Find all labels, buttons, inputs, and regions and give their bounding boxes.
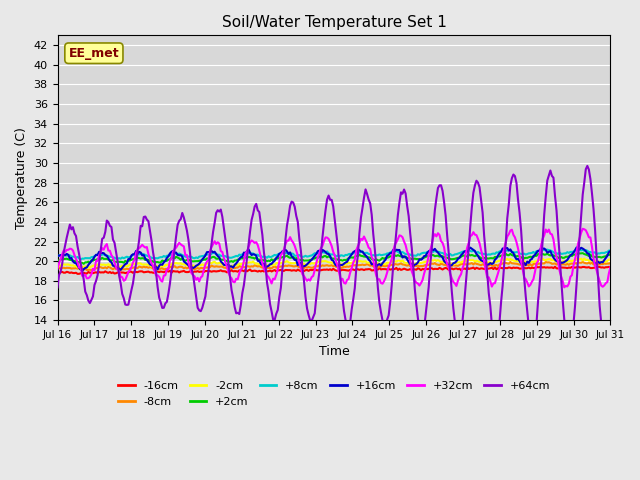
Y-axis label: Temperature (C): Temperature (C) [15, 127, 28, 228]
Legend: -16cm, -8cm, -2cm, +2cm, +8cm, +16cm, +32cm, +64cm: -16cm, -8cm, -2cm, +2cm, +8cm, +16cm, +3… [113, 377, 554, 411]
Text: EE_met: EE_met [68, 47, 119, 60]
X-axis label: Time: Time [319, 345, 349, 359]
Title: Soil/Water Temperature Set 1: Soil/Water Temperature Set 1 [221, 15, 447, 30]
